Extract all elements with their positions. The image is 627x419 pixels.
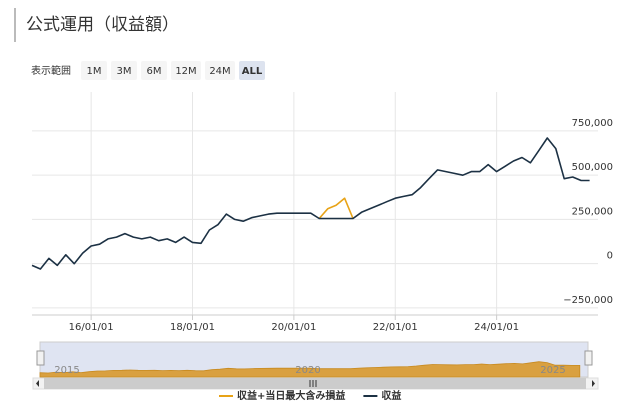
range-button[interactable] [239,61,265,80]
range-button-label[interactable]: 6M [147,66,162,77]
x-tick-label: 16/01/01 [69,322,114,333]
y-tick-label: 750,000 [572,118,613,129]
navigator-area [39,361,581,378]
navigator-handle[interactable] [36,350,45,366]
legend-label[interactable]: 収益+当日最大含み損益 [237,389,345,402]
scroll-arrow[interactable] [592,380,595,387]
scroll-arrow[interactable] [36,380,39,387]
y-tick-label: −250,000 [563,295,613,306]
range-button-label[interactable]: 3M [117,66,132,77]
y-tick-label: 500,000 [572,162,613,173]
navigator-label: 2015 [54,365,79,376]
range-button[interactable] [141,61,167,80]
range-button[interactable] [81,61,107,80]
range-button-label[interactable]: 12M [175,66,196,77]
range-button-label[interactable]: 24M [209,66,230,77]
range-button[interactable] [111,61,137,80]
x-tick-label: 22/01/01 [373,322,418,333]
navigator-label: 2020 [295,365,320,376]
navigator-handle[interactable] [584,350,593,366]
scrollbar-thumb[interactable] [44,378,586,389]
range-button-label[interactable]: 1M [87,66,102,77]
chart-title: 公式運用（収益額） [26,15,179,35]
x-tick-label: 18/01/01 [170,322,215,333]
range-label: 表示範囲 [31,64,71,77]
range-button[interactable] [171,61,201,80]
x-tick-label: 24/01/01 [474,322,519,333]
y-tick-label: 250,000 [572,206,613,217]
data-line [318,197,354,220]
plot-area [32,92,598,315]
y-tick-label: 0 [607,251,613,262]
x-tick-label: 20/01/01 [271,322,316,333]
range-button-label[interactable]: ALL [242,66,263,77]
legend-label[interactable]: 収益 [381,389,401,402]
navigator-label: 2025 [540,365,565,376]
data-line [31,137,590,270]
range-button[interactable] [205,61,235,80]
